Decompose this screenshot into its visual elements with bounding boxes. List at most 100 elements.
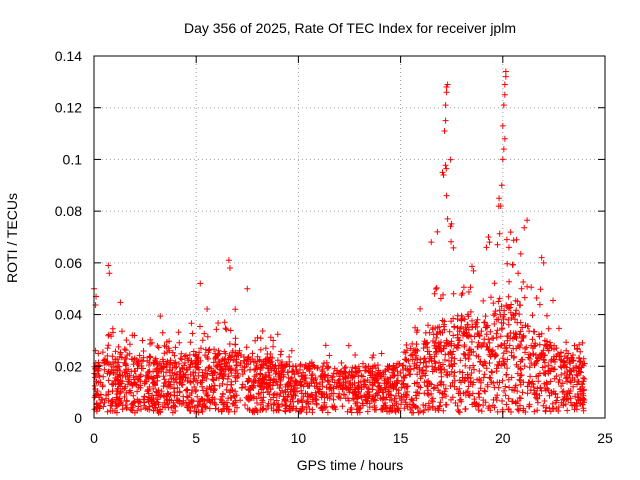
data-point xyxy=(226,341,233,347)
data-point xyxy=(460,329,467,336)
data-point xyxy=(448,238,455,245)
data-point xyxy=(494,327,501,334)
data-point xyxy=(521,224,528,231)
data-point xyxy=(383,380,390,387)
data-point xyxy=(556,376,563,383)
data-point xyxy=(244,405,251,412)
data-point xyxy=(152,357,158,364)
data-point xyxy=(308,372,315,379)
data-point xyxy=(95,362,101,369)
data-point xyxy=(552,359,558,365)
data-point xyxy=(492,352,499,359)
data-point xyxy=(212,350,219,357)
chart-title: Day 356 of 2025, Rate Of TEC Index for r… xyxy=(184,20,516,36)
data-point xyxy=(408,396,415,403)
data-point xyxy=(377,369,384,376)
data-point xyxy=(436,402,443,409)
data-point xyxy=(438,348,445,355)
data-point xyxy=(510,330,517,337)
data-point xyxy=(282,397,289,404)
data-point xyxy=(147,353,154,360)
highlight-point xyxy=(501,135,508,142)
data-point xyxy=(414,356,421,363)
data-point xyxy=(559,389,566,395)
data-point xyxy=(130,392,137,399)
data-point xyxy=(543,404,550,411)
data-point xyxy=(318,372,325,379)
data-point xyxy=(517,358,524,365)
data-point xyxy=(259,328,266,334)
data-point xyxy=(425,392,432,398)
data-point xyxy=(404,383,411,390)
data-point xyxy=(324,377,331,384)
data-point xyxy=(269,355,276,361)
data-point xyxy=(443,165,450,172)
highlight-point xyxy=(105,262,112,269)
data-point xyxy=(460,284,467,291)
data-point xyxy=(557,363,564,370)
data-point xyxy=(111,377,118,384)
data-point xyxy=(322,342,329,349)
data-point xyxy=(499,398,505,404)
data-point xyxy=(518,338,525,345)
data-point xyxy=(482,313,489,320)
data-point xyxy=(493,330,500,337)
highlight-point xyxy=(428,239,435,246)
data-point xyxy=(553,373,560,380)
data-point xyxy=(345,378,351,385)
data-point xyxy=(564,390,571,397)
data-point xyxy=(176,360,182,367)
y-tick-label: 0.12 xyxy=(55,100,82,116)
data-point xyxy=(160,373,167,380)
data-point xyxy=(432,349,439,356)
data-point xyxy=(558,349,565,356)
data-point xyxy=(413,395,420,402)
data-point xyxy=(134,407,141,414)
data-point xyxy=(378,406,384,413)
highlight-point xyxy=(540,259,547,266)
data-point xyxy=(227,387,234,394)
data-point xyxy=(204,333,211,340)
data-point xyxy=(199,337,206,344)
data-point xyxy=(447,340,454,347)
data-point xyxy=(180,393,187,400)
data-point xyxy=(554,394,561,401)
data-point xyxy=(393,380,400,387)
data-point xyxy=(502,392,509,399)
data-point xyxy=(168,397,175,404)
data-point xyxy=(478,408,485,415)
data-point xyxy=(500,358,507,365)
data-point xyxy=(464,321,471,328)
data-point xyxy=(215,406,222,413)
data-point xyxy=(490,380,497,386)
data-point xyxy=(264,365,271,372)
data-point xyxy=(571,342,578,349)
data-point xyxy=(290,368,297,375)
data-point xyxy=(465,375,472,382)
data-point xyxy=(462,405,469,412)
data-point xyxy=(302,390,309,397)
data-point xyxy=(140,354,147,361)
data-point xyxy=(158,388,165,395)
data-point xyxy=(511,334,518,341)
data-point xyxy=(114,391,121,398)
data-point xyxy=(573,406,580,413)
data-point xyxy=(171,359,177,366)
data-point xyxy=(170,375,177,382)
data-point xyxy=(257,370,264,377)
data-point xyxy=(232,341,239,348)
data-point xyxy=(182,359,188,366)
data-point xyxy=(214,363,221,370)
data-point xyxy=(512,384,519,391)
data-point xyxy=(232,366,239,373)
data-point xyxy=(306,365,313,372)
data-point xyxy=(412,324,419,331)
data-point xyxy=(400,380,407,387)
data-point xyxy=(390,362,397,369)
data-point xyxy=(451,342,458,349)
data-point xyxy=(198,345,204,352)
data-point xyxy=(105,332,112,339)
highlight-point xyxy=(486,239,493,246)
data-point xyxy=(299,397,306,404)
data-point xyxy=(456,368,463,375)
